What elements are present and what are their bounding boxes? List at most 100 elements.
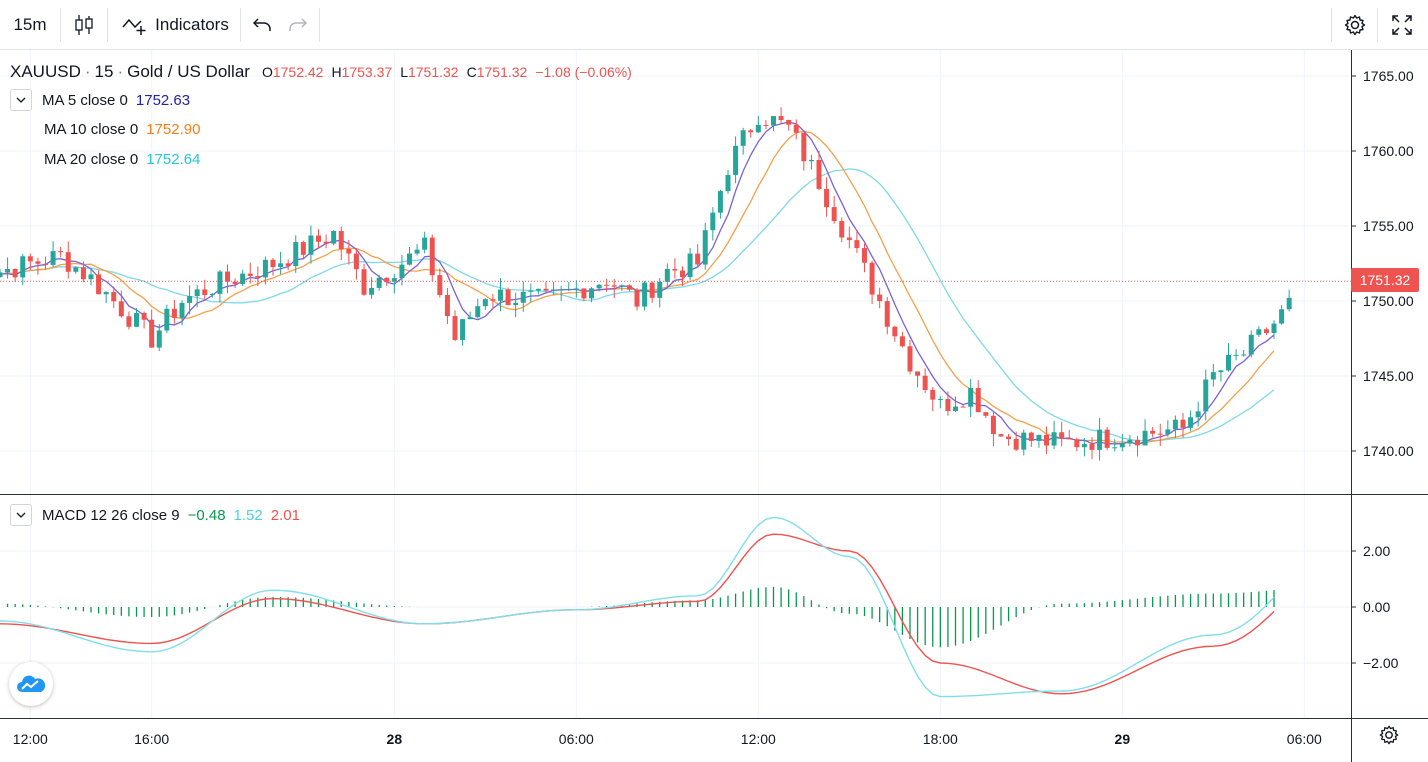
candle-body	[945, 399, 951, 411]
symbol-separator: ·	[84, 62, 91, 81]
candle	[672, 258, 678, 279]
candle	[194, 284, 200, 308]
candle-body	[808, 159, 814, 162]
candle-body	[801, 132, 807, 162]
candle-body	[490, 299, 496, 301]
candle	[930, 387, 936, 412]
candle	[179, 300, 185, 326]
candle-body	[1165, 429, 1171, 435]
candle-body	[293, 242, 299, 267]
candle	[1150, 426, 1156, 438]
candle-body	[12, 268, 18, 278]
candle-body	[922, 375, 928, 390]
interval-button[interactable]: 15m	[0, 0, 60, 50]
indicators-button[interactable]: Indicators	[110, 0, 240, 50]
candle	[1119, 433, 1125, 452]
candle	[1203, 369, 1209, 421]
candle	[513, 292, 519, 318]
candle	[581, 288, 587, 302]
candle	[748, 129, 754, 138]
candle-body	[467, 317, 473, 320]
candle	[1256, 326, 1262, 337]
candle-body	[664, 268, 670, 282]
toolbar-divider	[1331, 8, 1332, 42]
ma10-legend[interactable]: MA 10 close 0 1752.90	[44, 121, 204, 138]
candle	[338, 226, 344, 261]
macd-legend[interactable]: MACD 12 26 close 9 −0.48 1.52 2.01	[10, 504, 304, 526]
candle	[270, 258, 276, 276]
candle	[922, 368, 928, 393]
candle-body	[1210, 372, 1216, 380]
candle-body	[353, 253, 359, 270]
candle	[156, 324, 162, 351]
candle	[96, 270, 102, 295]
ma5-legend[interactable]: MA 5 close 0 1752.63	[10, 89, 194, 111]
redo-button[interactable]	[280, 0, 316, 50]
candle-body	[1104, 429, 1110, 448]
candle-body	[111, 292, 117, 302]
candle	[892, 325, 898, 342]
candle-body	[20, 256, 26, 278]
last-price-value: 1751.32	[1359, 272, 1411, 288]
candle-body	[1089, 444, 1095, 450]
candle	[88, 269, 94, 286]
candle-body	[551, 289, 557, 291]
ma20-legend[interactable]: MA 20 close 0 1752.64	[44, 151, 204, 168]
candle-body	[680, 270, 685, 278]
candle	[975, 380, 981, 413]
candle-body	[771, 116, 776, 126]
candle-body	[1150, 430, 1156, 434]
indicators-label: Indicators	[155, 15, 229, 34]
candle-body	[657, 281, 663, 298]
candle	[103, 291, 109, 304]
gear-icon[interactable]	[1378, 724, 1400, 746]
candle-body	[1180, 419, 1186, 428]
price-tick-label: 1760.00	[1363, 143, 1414, 159]
candle	[1248, 330, 1254, 358]
candle-body	[1127, 439, 1133, 444]
candle	[346, 239, 352, 265]
candle-body	[346, 248, 352, 254]
time-tick-label: 16:00	[134, 731, 169, 747]
high-label: H	[331, 64, 342, 80]
candle	[467, 311, 473, 320]
time-tick-label: 12:00	[741, 731, 776, 747]
settings-button[interactable]	[1332, 0, 1378, 50]
candle	[27, 253, 33, 271]
candle	[573, 280, 579, 298]
candle	[793, 119, 799, 140]
collapse-macd-legend-button[interactable]	[10, 504, 32, 526]
undo-button[interactable]	[244, 0, 280, 50]
candle	[551, 281, 557, 296]
candle-body	[179, 302, 185, 318]
tradingview-logo[interactable]	[9, 662, 53, 706]
candle-body	[1142, 430, 1148, 446]
candle	[475, 298, 481, 319]
fullscreen-button[interactable]	[1378, 0, 1426, 50]
time-tick-label: 28	[387, 731, 403, 747]
collapse-legend-button[interactable]	[10, 89, 32, 111]
candle-body	[35, 261, 41, 264]
candle	[869, 260, 875, 305]
candle-body	[391, 278, 397, 282]
candle-body	[573, 288, 579, 290]
candle	[429, 234, 435, 282]
candle	[589, 286, 594, 303]
candle-body	[725, 174, 731, 192]
candle	[520, 281, 526, 312]
candle-body	[1256, 329, 1262, 335]
chart-type-button[interactable]	[61, 0, 107, 50]
candle	[649, 281, 655, 303]
candle-body	[915, 371, 921, 376]
candle-body	[1279, 309, 1285, 324]
candle	[1172, 415, 1178, 438]
candle	[831, 195, 837, 224]
price-chart[interactable]: 1765.00 1760.00 1755.00 1750.00 1745.00 1740.…	[0, 50, 1428, 762]
candle-body	[990, 415, 996, 435]
macd-signal-value: 2.01	[270, 506, 300, 524]
candle-body	[513, 302, 519, 306]
candle-body	[422, 237, 428, 250]
candle	[816, 150, 822, 190]
candle-body	[444, 294, 450, 317]
time-tick-label: 29	[1115, 731, 1131, 747]
